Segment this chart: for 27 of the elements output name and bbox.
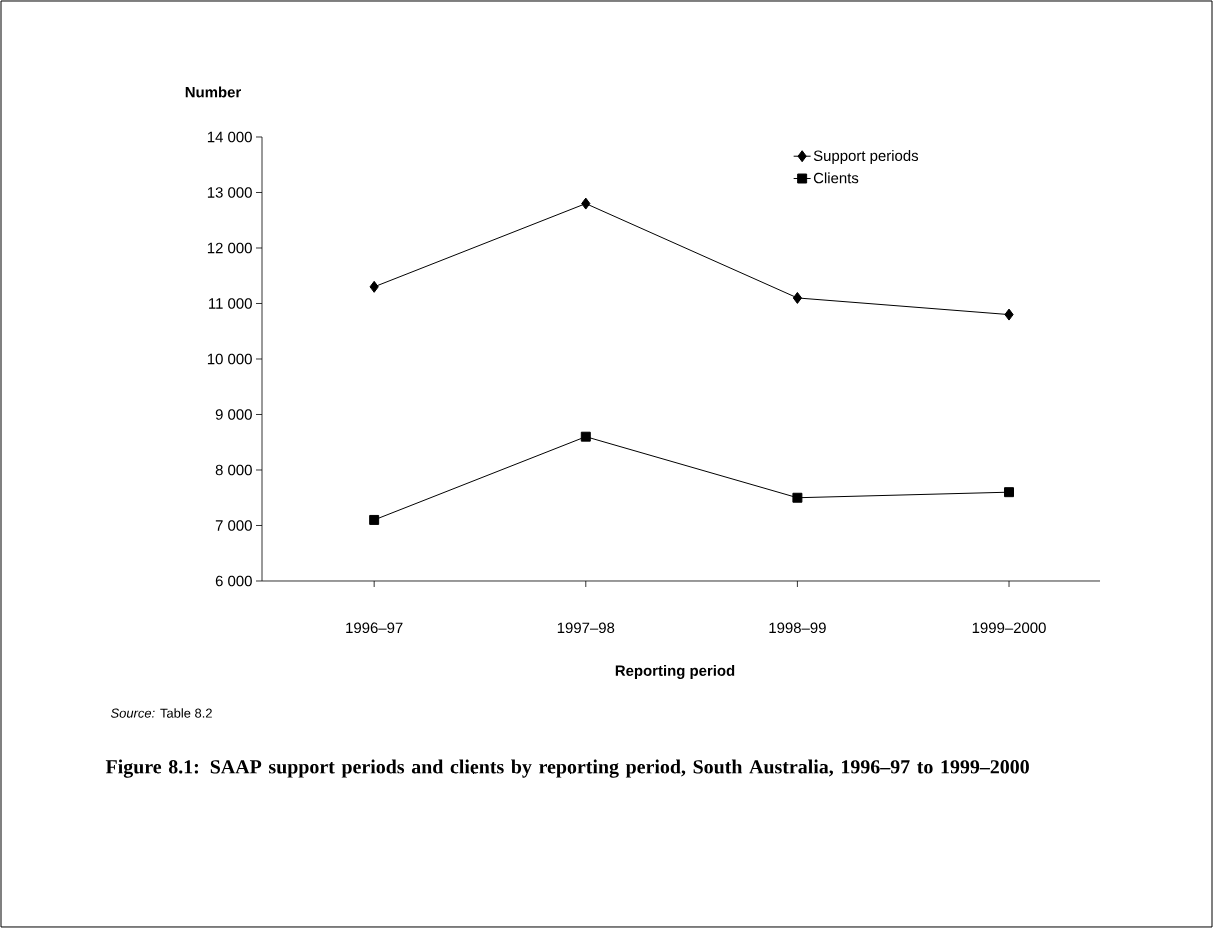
point [792,291,803,304]
y-tick-label: 10 000 [207,353,252,365]
y-tick-label: 11 000 [209,298,252,309]
text: Source: Table 8.2 [110,708,212,718]
point [792,492,803,503]
x-tick-label: 1996–97 [346,622,403,634]
x-tick-label: 1999–2000 [972,622,1046,634]
y-tick-label: 13 000 [207,187,252,198]
y-tick-label: 8 000 [215,464,252,476]
y-tick-label: 9 000 [215,409,252,420]
point [369,514,380,525]
y-tick-label: 14 000 [207,131,252,143]
x-tick-label: 1998–99 [769,622,826,634]
x-axis-title: Reporting period [615,664,735,679]
x-tick-label: 1997–98 [557,622,615,634]
text: Figure 8.1: SAAP support periods and clients by reporting period, South Australia, 1996–97 to 1999–2000 [105,759,1029,778]
point [580,431,591,442]
point [1004,487,1014,498]
point [369,280,379,293]
y-tick-label: 7 000 [215,520,252,531]
legend-label: Clients [813,172,859,184]
point [581,197,591,210]
legend-label: Support periods [813,150,919,164]
y-tick-label: 12 000 [207,242,252,254]
point [1004,308,1014,321]
y-axis-title: Number [185,86,242,98]
y-tick-label: 6 000 [215,575,252,587]
